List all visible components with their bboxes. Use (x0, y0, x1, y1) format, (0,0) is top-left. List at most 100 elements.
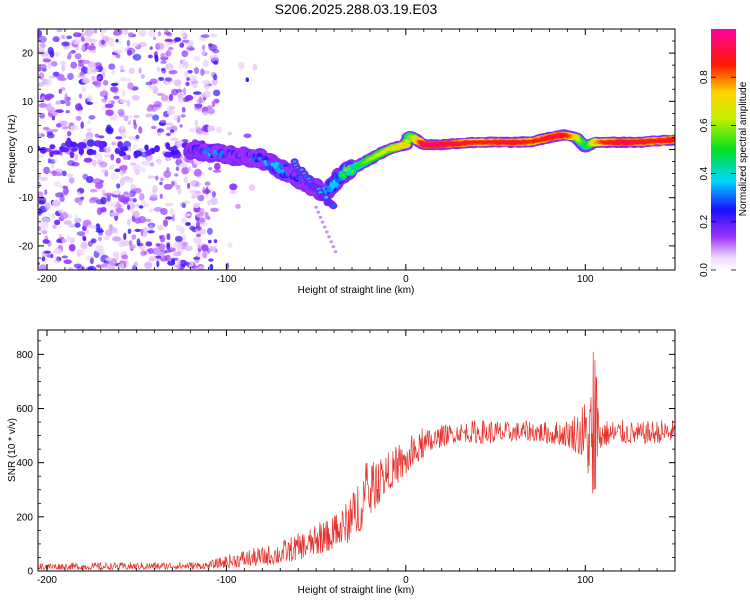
noise-blob (154, 145, 160, 153)
noise-blob (132, 198, 137, 203)
noise-blob (127, 47, 136, 55)
ridge-cell (672, 138, 675, 141)
noise-blob (190, 180, 197, 187)
noise-blob (167, 63, 174, 72)
noise-blob (110, 86, 118, 93)
ridge-cell (348, 169, 352, 174)
ridge-cell (297, 176, 302, 181)
noise-blob (130, 188, 139, 192)
noise-blob (55, 100, 61, 105)
noise-blob (170, 137, 179, 141)
noise-blob (68, 177, 75, 184)
noise-blob (51, 150, 59, 155)
noise-blob (38, 191, 44, 199)
noise-blob (51, 128, 59, 132)
noise-blob (54, 172, 63, 177)
noise-blob (51, 213, 55, 219)
snr-frame (37, 329, 676, 572)
noise-blob (48, 75, 56, 79)
noise-blob (49, 144, 56, 150)
snr-plot-area (38, 330, 675, 571)
noise-blob (53, 248, 62, 255)
noise-blob (159, 193, 163, 199)
y-tick-label: -20 (19, 241, 34, 252)
noise-blob (65, 110, 70, 114)
noise-blob (61, 41, 70, 47)
noise-blob (180, 30, 186, 38)
x-tick-label: -200 (37, 575, 57, 586)
noise-blob (165, 50, 172, 57)
noise-blob (133, 150, 143, 157)
noise-blob (120, 77, 127, 82)
noise-blob (138, 126, 143, 134)
noise-blob (166, 242, 171, 250)
noise-blob (48, 102, 52, 110)
ridge-cell (322, 225, 327, 229)
noise-blob (40, 221, 49, 229)
noise-blob (41, 96, 45, 102)
noise-blob (175, 166, 180, 171)
noise-blob (179, 42, 185, 48)
noise-blob (181, 59, 186, 67)
noise-blob (39, 112, 45, 119)
noise-blob (157, 131, 162, 137)
noise-blob (66, 35, 73, 40)
noise-blob (161, 67, 166, 72)
noise-blob (102, 87, 107, 92)
noise-blob (198, 96, 203, 105)
noise-blob (58, 208, 65, 214)
noise-blob (152, 185, 158, 193)
noise-blob (186, 77, 190, 81)
noise-blob (90, 197, 99, 201)
noise-blob (52, 224, 57, 229)
noise-blob (92, 159, 97, 167)
noise-blob (183, 71, 189, 78)
noise-blob (41, 256, 46, 262)
snr-ticks: -200 -100 0 100 0 200 400 600 800 (16, 330, 676, 586)
noise-blob (162, 219, 169, 227)
noise-blob (53, 158, 58, 163)
noise-blob (100, 39, 106, 45)
noise-blob (98, 65, 102, 69)
noise-blob (201, 125, 208, 133)
y-tick-label: 800 (16, 350, 33, 361)
noise-blob (71, 147, 78, 152)
snr-y-axis-label: SNR (10 * v/v) (7, 418, 18, 482)
noise-blob (179, 226, 185, 235)
noise-blob (160, 177, 164, 182)
noise-blob (85, 132, 94, 139)
noise-blob (94, 182, 104, 190)
noise-blob (38, 183, 43, 187)
noise-blob (78, 201, 83, 206)
noise-blob (155, 175, 159, 181)
noise-blob (87, 95, 93, 102)
noise-blob (133, 261, 139, 267)
noise-blob (76, 252, 81, 257)
noise-blob (193, 56, 201, 62)
noise-blob (90, 225, 97, 229)
noise-blob (83, 78, 90, 83)
noise-blob (69, 151, 75, 159)
ridge-cell (323, 190, 328, 194)
noise-blob (147, 54, 153, 59)
noise-blob (156, 260, 160, 268)
y-tick-label: 600 (16, 404, 33, 415)
noise-blob (102, 80, 109, 86)
noise-blob (98, 135, 105, 139)
noise-blob (193, 91, 202, 95)
noise-blob (145, 113, 154, 118)
noise-blob (72, 32, 82, 38)
x-tick-label: 100 (577, 274, 594, 285)
noise-blob (126, 39, 131, 47)
noise-blob (235, 203, 241, 209)
ridge-cell (205, 147, 210, 152)
noise-blob (213, 239, 218, 244)
noise-blob (121, 254, 129, 260)
noise-blob (167, 260, 176, 266)
x-tick-label: -100 (216, 274, 236, 285)
noise-blob (117, 40, 122, 45)
noise-blob (186, 213, 191, 217)
ridge-cell (326, 185, 331, 190)
noise-blob (211, 100, 216, 108)
